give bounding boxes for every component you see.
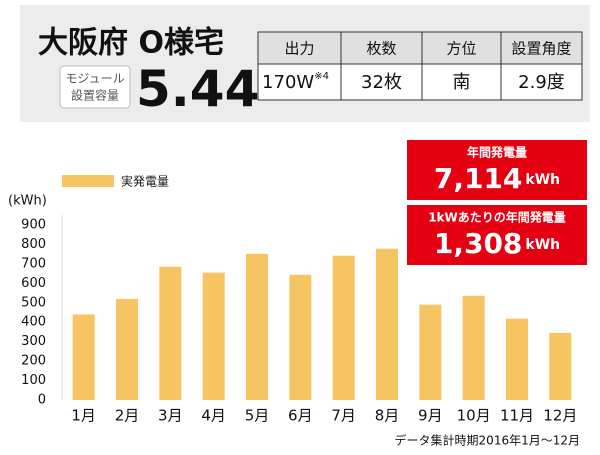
table-header-cell (340, 31, 423, 65)
x-tick-label: 3月 (158, 407, 183, 425)
table-header-cell (500, 31, 583, 65)
footnote: データ集計時期2016年1月～12月 (395, 433, 580, 448)
bar (506, 318, 528, 400)
y-tick-label: 300 (21, 334, 46, 349)
table-value: 南 (453, 72, 471, 93)
y-tick-label: 900 (21, 218, 46, 233)
summary-value: 1,308 (434, 227, 523, 260)
summary-text: 1,308 kWh (434, 227, 560, 260)
summary-value: 7,114 (434, 162, 523, 195)
table-header: 方位 (446, 40, 476, 58)
summary-unit: kWh (525, 172, 560, 188)
table-value: 2.9度 (518, 72, 565, 93)
x-tick-label: 2月 (115, 407, 140, 425)
bar (246, 253, 268, 400)
capacity-value: 5.44 (136, 60, 259, 118)
bar (419, 304, 442, 400)
bar (159, 266, 182, 400)
y-tick-label: 500 (21, 295, 46, 310)
summary-box (407, 140, 587, 200)
table-header: 設置角度 (511, 40, 571, 58)
y-tick-label: 400 (21, 315, 46, 330)
summary-box (407, 205, 587, 265)
capacity-label: モジュール (65, 72, 124, 86)
chart: (kWh) 0 100 200 300 400 500 600 700 800 900 実発電量 1月 2… (8, 174, 580, 448)
x-tick-label: 5月 (245, 407, 270, 425)
y-tick-label: 800 (21, 237, 46, 252)
y-tick-label: 700 (21, 256, 46, 271)
bar (289, 274, 312, 400)
table-value: 32枚 (361, 72, 402, 93)
y-tick-label: 200 (21, 354, 46, 369)
y-tick-label: 100 (21, 373, 46, 388)
x-tick-label: 10月 (457, 407, 491, 425)
table-cell (421, 63, 502, 101)
legend-label: 実発電量 (121, 174, 169, 189)
bar (376, 248, 398, 400)
table-cell (257, 63, 342, 101)
x-tick-label: 8月 (375, 407, 400, 425)
y-tick-label: 600 (21, 276, 46, 291)
summary-unit: kWh (525, 237, 560, 253)
table-value-text: 170W (262, 72, 314, 93)
table-cell (500, 63, 583, 101)
bar (72, 314, 95, 400)
capacity-label-box (59, 65, 131, 109)
table-header-cell (257, 31, 342, 65)
legend-swatch (62, 175, 114, 187)
summary-label: 1kWあたりの年間発電量 (428, 210, 566, 225)
bar (116, 298, 138, 400)
summary-label: 年間発電量 (467, 145, 527, 160)
bar (462, 295, 485, 400)
x-tick-label: 12月 (543, 407, 577, 425)
x-tick-label: 11月 (500, 407, 534, 425)
table-header: 出力 (284, 40, 314, 58)
table-value: 170W※4 (262, 71, 329, 93)
bar (202, 272, 225, 400)
title: 大阪府 O様宅 (38, 26, 224, 61)
x-tick-label: 9月 (418, 407, 443, 425)
x-tick-label: 7月 (331, 407, 356, 425)
x-tick-label: 6月 (288, 407, 313, 425)
y-tick-label: 0 (38, 393, 46, 408)
table-note: ※4 (314, 71, 329, 82)
bar (549, 332, 572, 400)
y-axis-label: (kWh) (8, 194, 47, 209)
x-tick-label: 4月 (201, 407, 226, 425)
spec-table: 出力 170W※4 枚数 32枚 方位南 設置角度 2.9度 (257, 31, 583, 101)
capacity-label: 設置容量 (71, 88, 119, 103)
bar (332, 255, 355, 400)
table-header: 枚数 (366, 40, 396, 58)
summary-text: 7,114 kWh (434, 162, 560, 195)
x-tick-label: 1月 (71, 407, 96, 425)
